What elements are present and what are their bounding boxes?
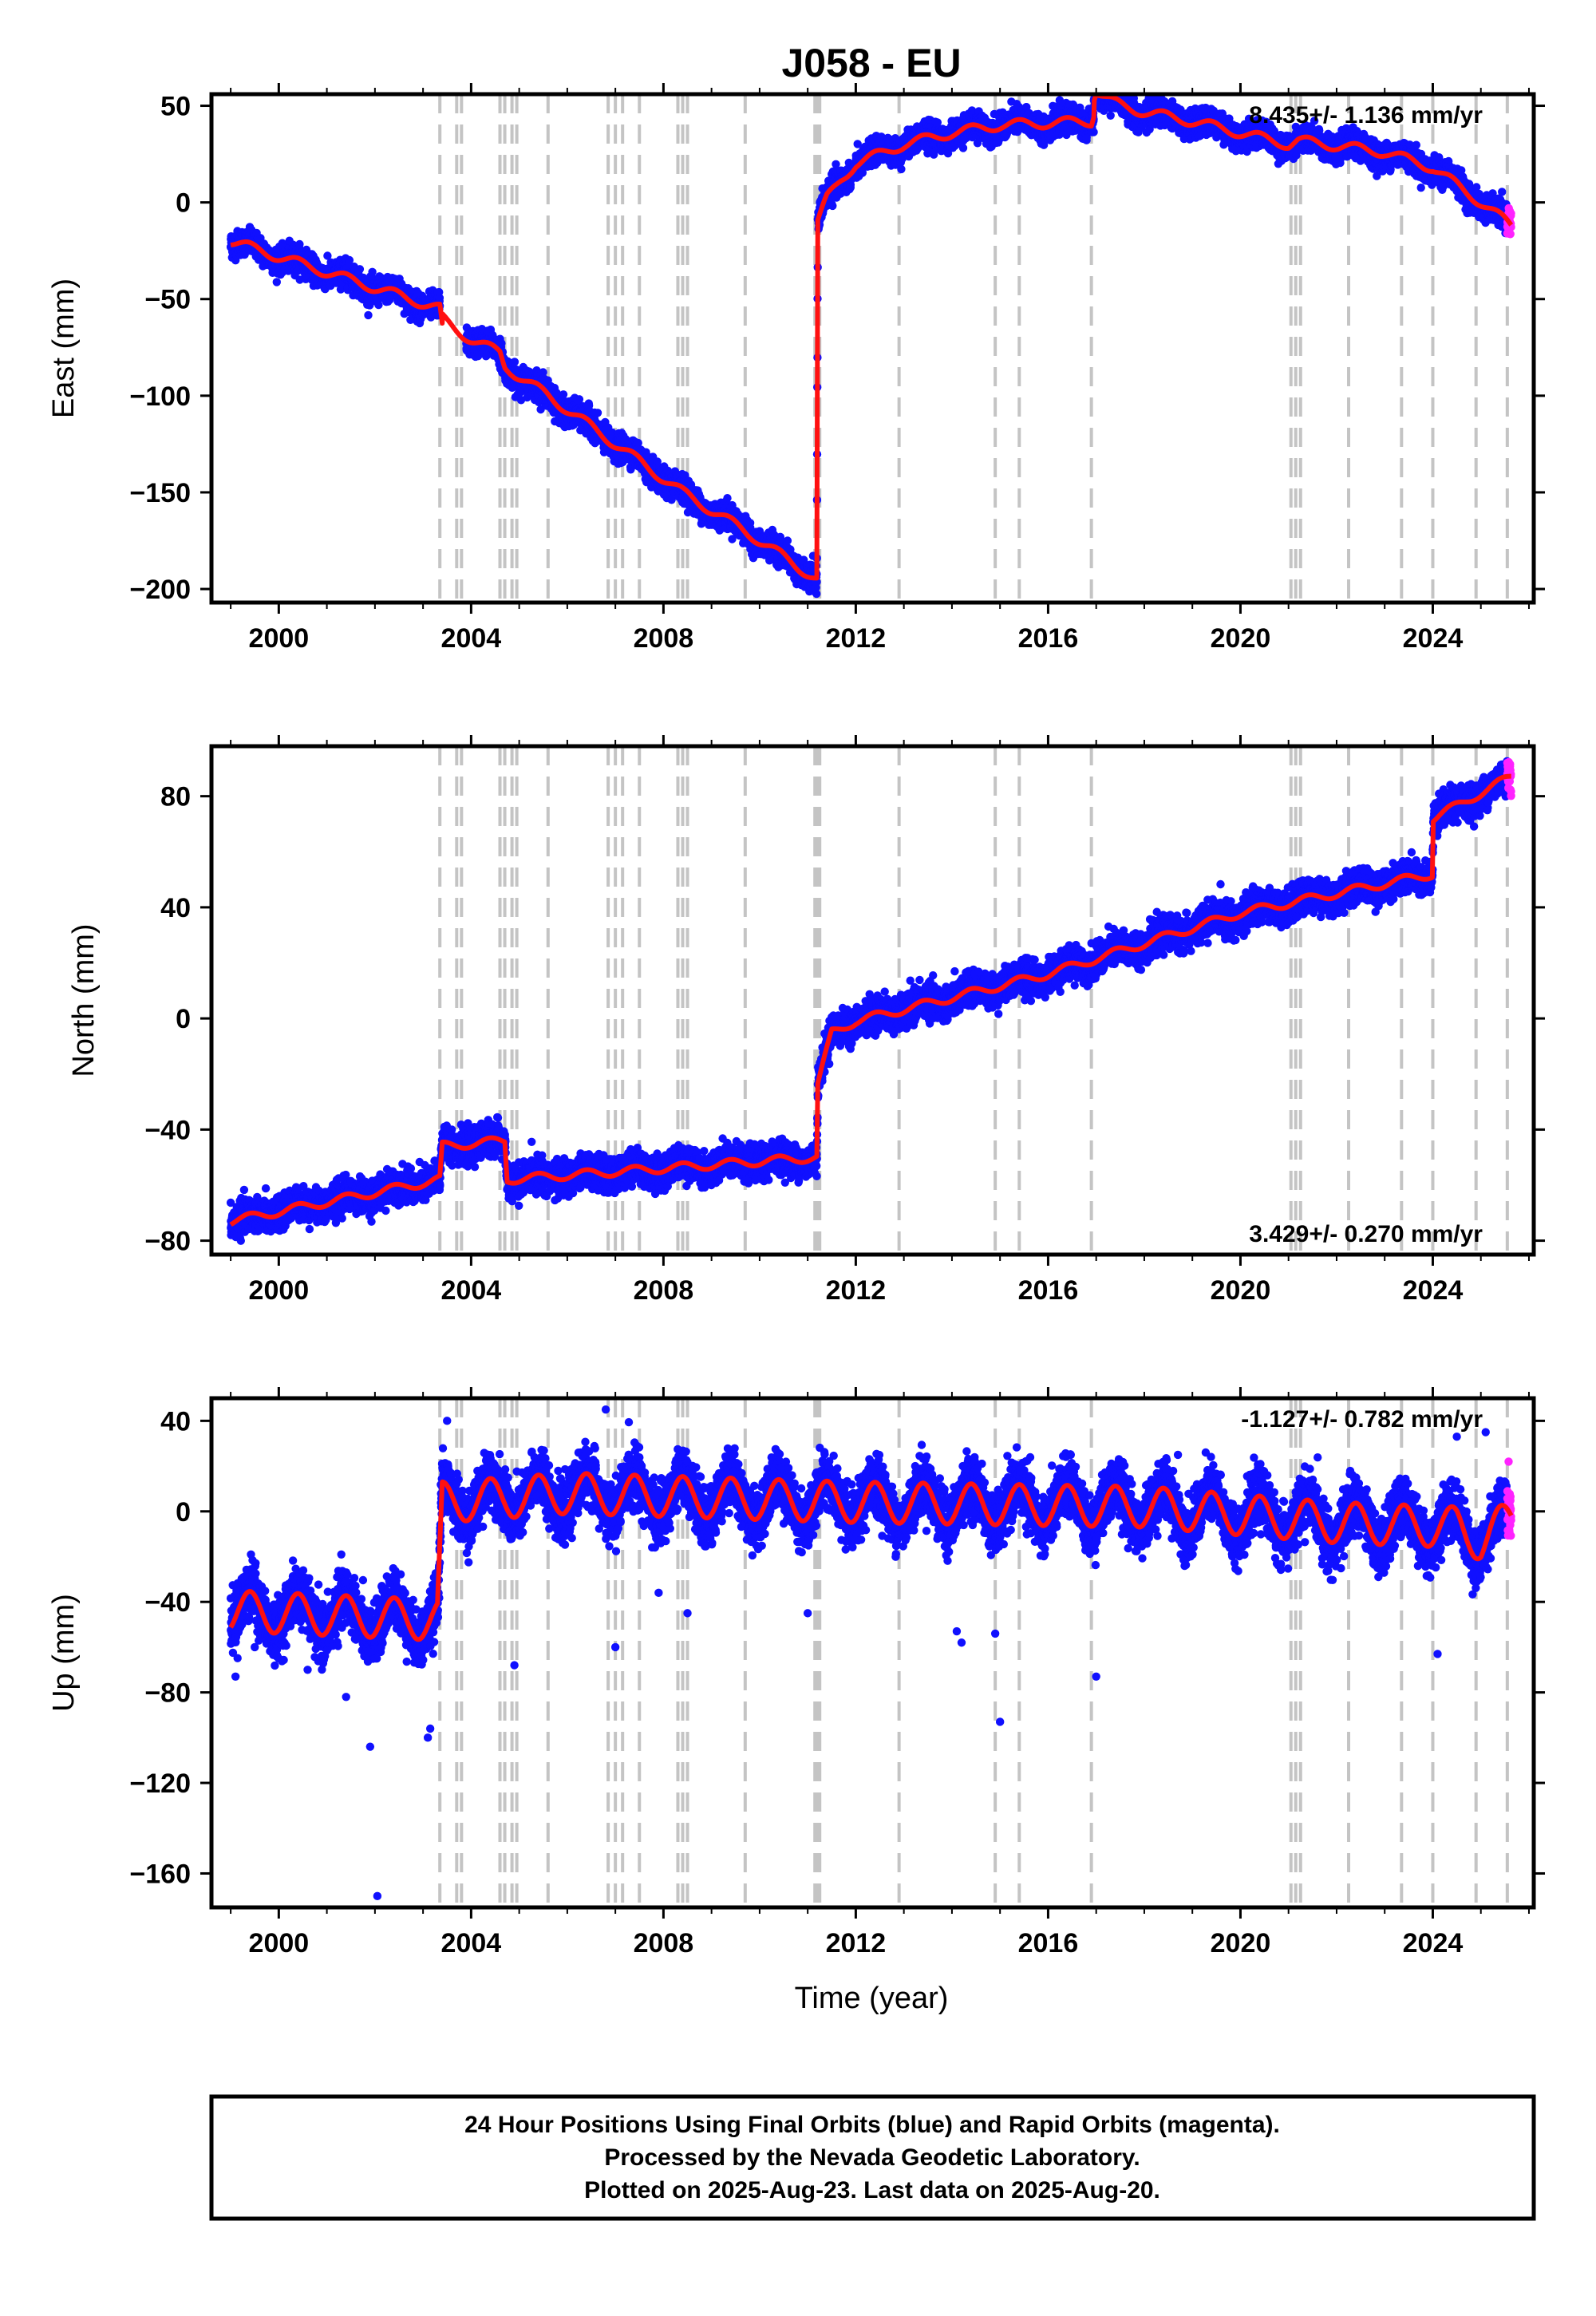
final-orbit-point bbox=[812, 589, 821, 599]
figure-title: J058 - EU bbox=[781, 41, 961, 85]
east-panel: 2000 2004 2008 2012 2016 2020 2024−200−150−100… bbox=[47, 83, 1545, 654]
plot-area bbox=[226, 94, 1515, 603]
final-orbit-point bbox=[497, 339, 506, 348]
final-orbit-point bbox=[559, 390, 568, 399]
final-orbit-point bbox=[593, 409, 602, 417]
final-orbit-point bbox=[374, 300, 383, 310]
final-orbit-point bbox=[723, 494, 732, 503]
final-orbit-point bbox=[355, 265, 365, 274]
final-orbit-point bbox=[368, 267, 377, 276]
final-orbit-point bbox=[783, 536, 792, 545]
final-orbit-point bbox=[828, 201, 837, 211]
final-orbit-point bbox=[272, 278, 281, 287]
final-orbit-point bbox=[435, 294, 444, 302]
final-orbit-point bbox=[364, 310, 373, 320]
final-orbit-point bbox=[897, 164, 906, 174]
final-orbit-point bbox=[510, 358, 519, 366]
final-orbit-point bbox=[575, 395, 584, 404]
final-orbit-points bbox=[226, 94, 1512, 599]
